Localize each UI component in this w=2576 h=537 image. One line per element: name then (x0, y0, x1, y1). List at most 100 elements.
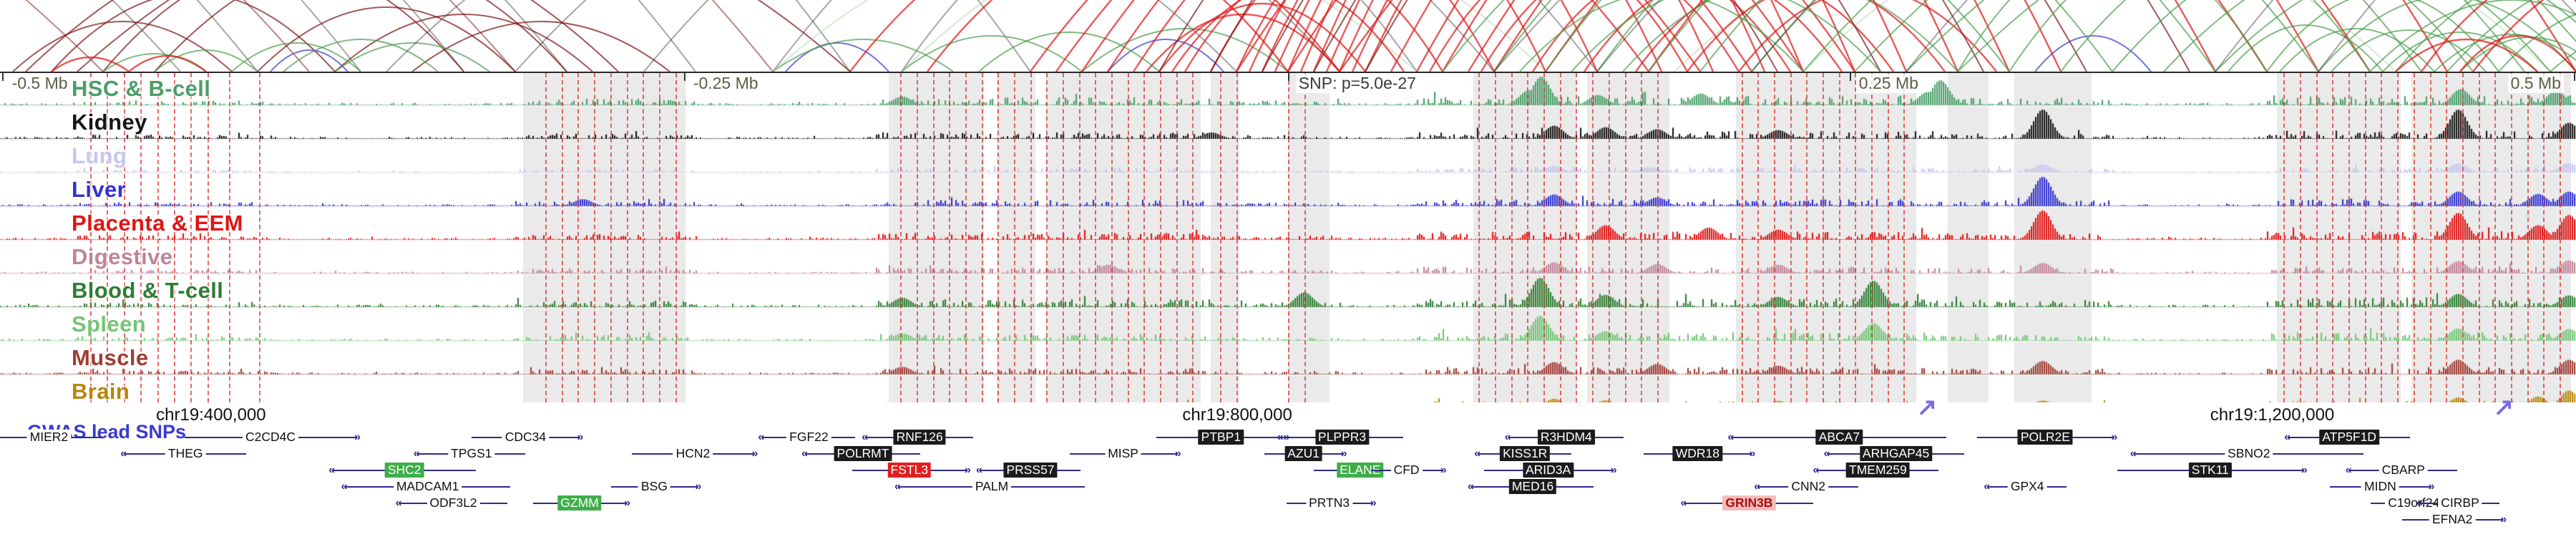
interaction-arc (1957, 0, 2268, 72)
gene-fgf22[interactable]: « FGF22 (758, 430, 856, 445)
gene-label: PRTN3 (1306, 495, 1353, 511)
gene-ptbp1[interactable]: »PTBP1 (1156, 430, 1289, 445)
snp-dashed-line (258, 73, 260, 402)
snp-dashed-line (1855, 73, 1857, 402)
gene-cnn2[interactable]: « CNN2 (1754, 479, 1859, 495)
gene-label: HCN2 (673, 446, 713, 461)
gene-gpx4[interactable]: « GPX4 (1984, 479, 2067, 495)
gene-sbno2[interactable]: « SBNO2 (2130, 446, 2363, 462)
gene-stk11[interactable]: » STK11 (2117, 463, 2308, 478)
gene-abca7[interactable]: « ABCA7 (1727, 430, 1947, 445)
gene-theg[interactable]: « THEG (120, 446, 247, 462)
gene-med16[interactable]: « MED16 (1468, 479, 1594, 495)
snp-dashed-line (1823, 73, 1824, 402)
snp-dashed-line (157, 73, 159, 402)
gene-plppr3[interactable]: « PLPPR3 (1277, 430, 1403, 445)
gene-odf3l2[interactable]: « ODF3L2 (396, 495, 507, 511)
gene-elane[interactable]: »ELANE (1313, 463, 1411, 478)
gene-hcn2[interactable]: » HCN2 (632, 446, 758, 462)
gene-cfd[interactable]: » CFD (1370, 463, 1447, 478)
snp-dashed-line (2527, 73, 2529, 402)
gene-mier2[interactable]: «MIER2 (0, 430, 103, 445)
gene-polrmt[interactable]: « POLRMT (801, 446, 920, 462)
gene-fstl3[interactable]: » FSTL3 (852, 463, 971, 478)
interaction-arc (2331, 29, 2487, 72)
gene-annotation-panel: chr19:400,000 chr19:800,000 chr19:1,200,… (0, 395, 2576, 537)
gene-bsg[interactable]: » BSG (611, 479, 701, 495)
gene-misp[interactable]: » MISP (1069, 446, 1181, 462)
interaction-arc (51, 0, 336, 72)
gene-arid3a[interactable]: » ARID3A (1483, 463, 1617, 478)
interaction-arc (283, 39, 439, 72)
gene-cdc34[interactable]: » CDC34 (472, 430, 583, 445)
interaction-arc (1584, 0, 1843, 72)
gene-prss57[interactable]: « PRSS57 (976, 463, 1080, 478)
snp-dashed-line (1657, 73, 1659, 402)
gene-label: MIDN (2361, 479, 2399, 494)
coordinate-label-right: chr19:1,200,000 (2210, 405, 2335, 425)
gene-azu1[interactable]: » AZU1 (1264, 446, 1347, 462)
snp-dashed-line (1887, 73, 1889, 402)
gene-palm[interactable]: « PALM (894, 479, 1085, 495)
gene-strand-arrow: » (1340, 448, 1347, 460)
gene-label: KISS1R (1500, 446, 1551, 461)
gene-wdr18[interactable]: » WDR18 (1644, 446, 1755, 462)
snp-dashed-line (1495, 73, 1497, 402)
interaction-arc (504, 0, 567, 72)
gene-label: BSG (638, 479, 670, 494)
gene-tpgs1[interactable]: « TPGS1 (414, 446, 525, 462)
lead-snp-arrow[interactable]: ↗ (2493, 394, 2514, 421)
snp-dashed-line (1543, 73, 1546, 402)
gene-label: CDC34 (502, 430, 550, 445)
gene-shc2[interactable]: « SHC2 (328, 463, 477, 478)
gene-cbarp[interactable]: « CBARP (2346, 463, 2457, 478)
gene-midn[interactable]: » MIDN (2330, 479, 2434, 495)
interaction-arc (25, 0, 619, 72)
interaction-arc (1687, 0, 1946, 72)
gene-tmem259[interactable]: « TMEM259 (1813, 463, 1939, 478)
gene-label: ATP5F1D (2319, 430, 2379, 445)
lead-snp-arrow[interactable]: ↗ (1916, 394, 1938, 421)
snp-dashed-line (610, 73, 612, 402)
snp-dashed-line (1527, 73, 1529, 402)
gene-label: ABCA7 (1815, 430, 1863, 445)
gene-madcam1[interactable]: « MADCAM1 (341, 479, 510, 495)
interaction-arc (643, 0, 1495, 72)
snp-dashed-line (140, 73, 142, 402)
snp-dashed-line (594, 73, 596, 402)
interaction-arc (1428, 0, 1689, 72)
gene-prtn3[interactable]: » PRTN3 (1286, 495, 1377, 511)
snp-dashed-line (1127, 73, 1129, 402)
gene-strand-arrow: « (1823, 448, 1830, 460)
track-label-blood-t-cell: Blood & T-cell (72, 278, 224, 303)
gene-strand-arrow: » (2301, 464, 2308, 476)
gene-label: PALM (972, 479, 1012, 494)
gene-polr2e[interactable]: » POLR2E (1977, 430, 2117, 445)
gene-strand-arrow: « (862, 431, 869, 443)
snp-dashed-line (545, 73, 547, 402)
gene-c2cd4c[interactable]: » C2CD4C (185, 430, 361, 445)
interaction-arc (270, 49, 348, 72)
gene-rnf126[interactable]: « RNF126 (862, 430, 974, 445)
gene-efna2[interactable]: » EFNA2 (2402, 512, 2507, 528)
gene-atp5f1d[interactable]: « ATP5F1D (2284, 430, 2411, 445)
interaction-arc (1107, 39, 1224, 72)
gene-cirbp[interactable]: « CIRBP (2416, 495, 2499, 511)
snp-dashed-line (932, 73, 935, 402)
gene-strand-arrow: » (1749, 448, 1756, 460)
gene-kiss1r[interactable]: « KISS1R (1474, 446, 1572, 462)
interaction-arc (154, 0, 567, 72)
interaction-arc (1055, 0, 1701, 72)
gene-gzmm[interactable]: » GZMM (533, 495, 630, 511)
interaction-arc (12, 21, 233, 72)
signal-track-panel[interactable]: HSC & B-cell Kidney Lung Liver Placenta & EE… (0, 72, 2576, 410)
gene-grin3b[interactable]: « GRIN3B (1680, 495, 1814, 511)
gene-label: SBNO2 (2225, 446, 2273, 461)
gene-r3hdm4[interactable]: « R3HDM4 (1505, 430, 1624, 445)
snp-dashed-lines-layer (0, 73, 2576, 402)
gene-arhgap45[interactable]: « ARHGAP45 (1824, 446, 1964, 462)
interaction-arc (2228, 24, 2384, 72)
interaction-arc (2266, 0, 2499, 72)
gene-label: CIRBP (2438, 495, 2482, 511)
